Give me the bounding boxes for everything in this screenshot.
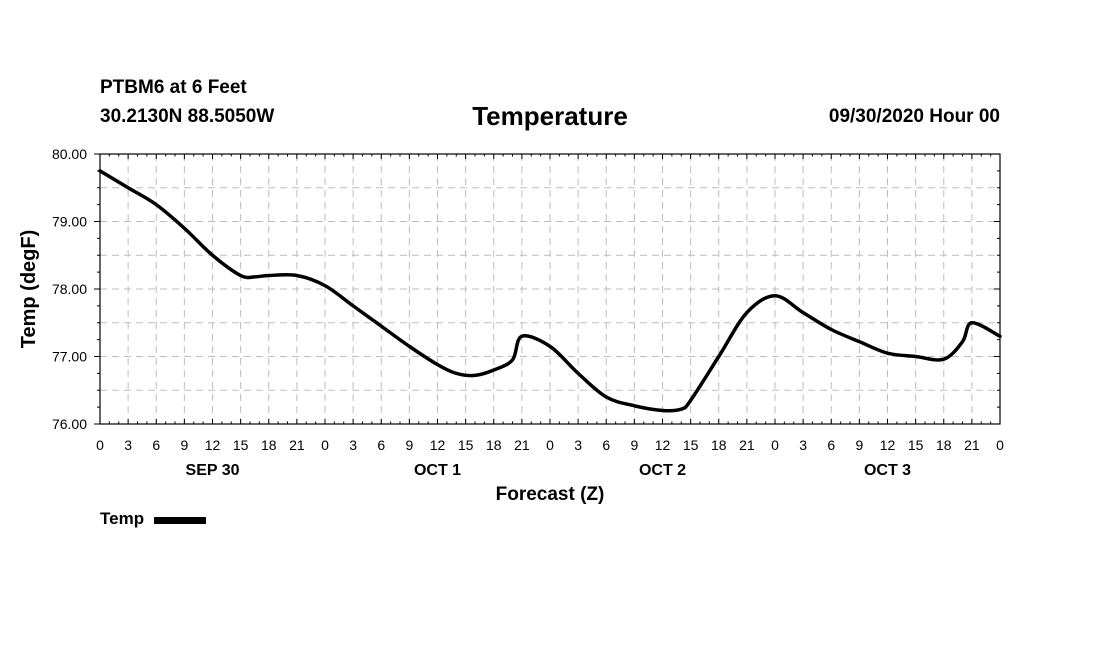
x-tick-label: 18 [936, 437, 952, 453]
x-tick-label: 9 [855, 437, 863, 453]
x-tick-label: 21 [514, 437, 530, 453]
x-tick-label: 0 [771, 437, 779, 453]
x-tick-label: 0 [546, 437, 554, 453]
day-label: SEP 30 [186, 462, 240, 479]
y-tick-label: 77.00 [52, 349, 87, 365]
x-tick-label: 21 [289, 437, 305, 453]
x-tick-label: 9 [180, 437, 188, 453]
x-tick-label: 12 [655, 437, 671, 453]
legend-label: Temp [100, 509, 145, 528]
day-label: OCT 3 [864, 462, 911, 479]
x-tick-label: 3 [574, 437, 582, 453]
x-tick-label: 3 [799, 437, 807, 453]
x-tick-label: 21 [964, 437, 980, 453]
x-tick-label: 15 [458, 437, 474, 453]
chart-title: Temperature [472, 101, 628, 131]
coordinates-label: 30.2130N 88.5050W [100, 106, 275, 127]
x-tick-label: 18 [261, 437, 277, 453]
x-tick-label: 0 [321, 437, 329, 453]
x-tick-label: 21 [739, 437, 755, 453]
x-tick-label: 12 [430, 437, 446, 453]
x-tick-label: 9 [405, 437, 413, 453]
x-tick-label: 18 [486, 437, 502, 453]
x-tick-label: 18 [711, 437, 727, 453]
x-tick-label: 3 [124, 437, 132, 453]
x-tick-label: 15 [908, 437, 924, 453]
y-tick-label: 78.00 [52, 281, 87, 297]
x-tick-label: 12 [205, 437, 221, 453]
x-tick-label: 15 [233, 437, 249, 453]
legend-swatch [154, 517, 207, 524]
station-label: PTBM6 at 6 Feet [100, 77, 247, 98]
x-tick-label: 12 [880, 437, 896, 453]
x-tick-label: 6 [827, 437, 835, 453]
day-label: OCT 1 [414, 462, 461, 479]
legend: Temp [100, 509, 207, 529]
forecast-datetime: 09/30/2020 Hour 00 [828, 106, 1000, 127]
x-tick-label: 0 [996, 437, 1004, 453]
x-tick-label: 6 [602, 437, 610, 453]
y-tick-label: 80.00 [52, 146, 87, 162]
x-tick-label: 9 [630, 437, 638, 453]
day-label: OCT 2 [639, 462, 686, 479]
x-tick-label: 3 [349, 437, 357, 453]
y-tick-label: 79.00 [52, 214, 87, 230]
x-tick-label: 6 [377, 437, 385, 453]
y-axis-title: Temp (degF) [18, 230, 40, 349]
x-tick-label: 6 [152, 437, 160, 453]
x-tick-label: 0 [96, 437, 104, 453]
temp-series-line [98, 169, 1002, 413]
x-axis-title: Forecast (Z) [496, 484, 605, 505]
y-tick-label: 76.00 [52, 416, 87, 432]
x-tick-label: 15 [683, 437, 699, 453]
